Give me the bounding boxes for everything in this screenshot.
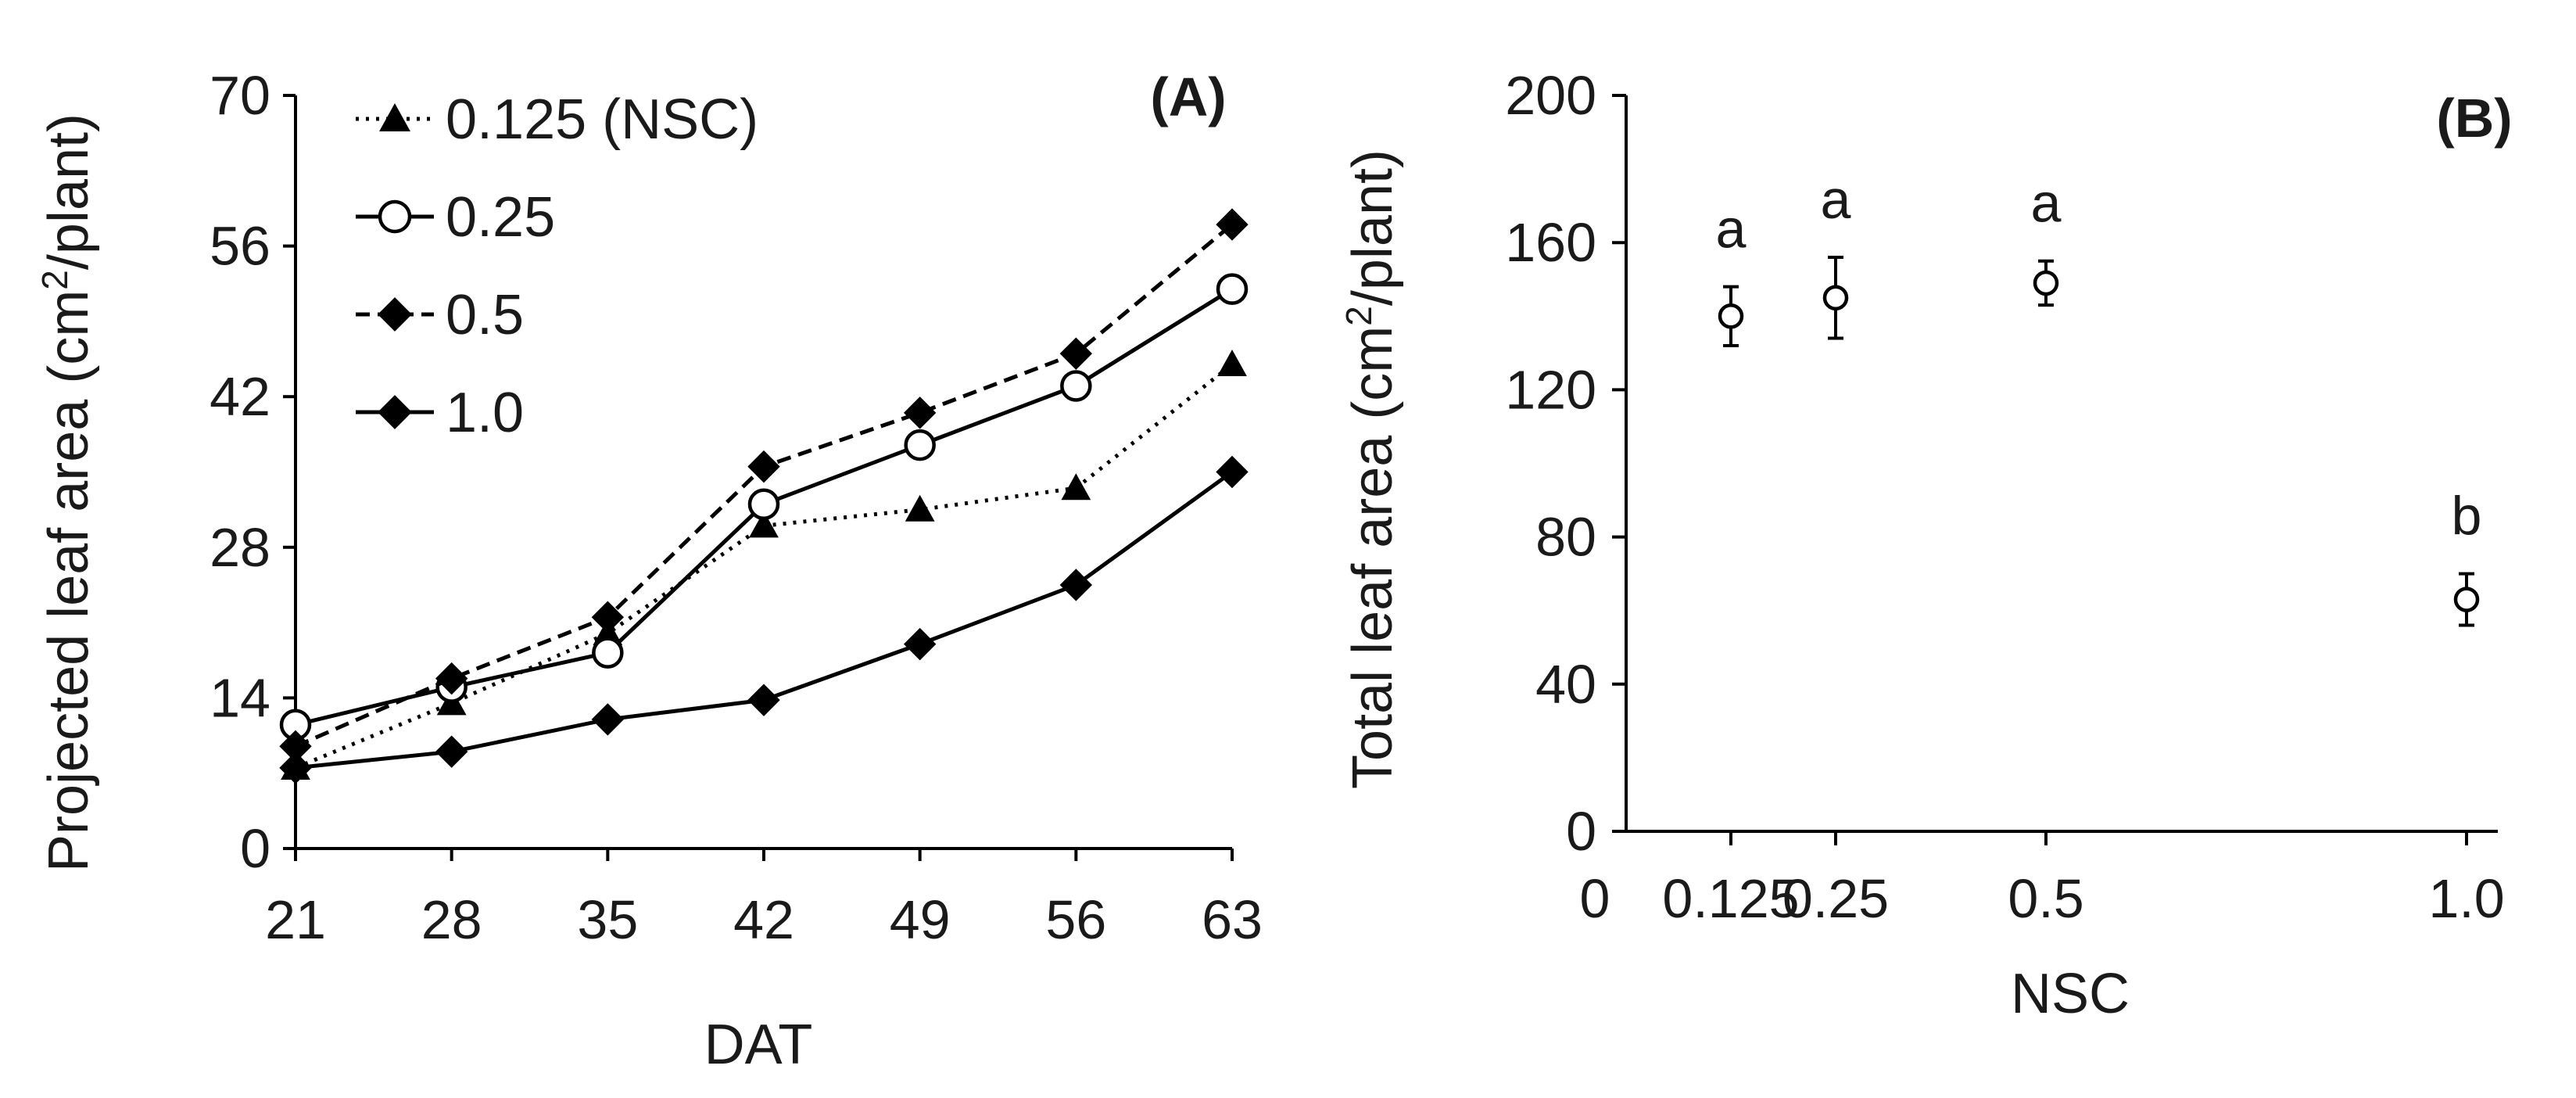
panel-b-significance-letter-3: b xyxy=(2452,486,2482,547)
panel-a-point-s1-3 xyxy=(747,488,780,521)
panel-b-significance-letter-1: a xyxy=(1821,169,1851,230)
panel-b-x-axis-title: NSC xyxy=(2011,963,2130,1025)
panel-a-point-s3-0 xyxy=(279,752,312,784)
panel-a-y-axis-title-main: Projected leaf area (cm xyxy=(38,290,100,872)
panel-b-significance-letter-0: a xyxy=(1716,199,1747,260)
panel-a-point-s3-5 xyxy=(1059,569,1093,601)
panel-b-y-tick-label: 40 xyxy=(1535,654,1596,715)
panel-a-point-s1-6 xyxy=(1216,273,1249,305)
panel-a-point-s3-1 xyxy=(435,735,468,768)
legend-label-2: 0.5 xyxy=(446,284,524,346)
panel-a-point-s1-2 xyxy=(592,637,624,669)
legend-marker-0 xyxy=(379,103,410,131)
panel-a-point-s2-4 xyxy=(903,396,937,429)
panel-a-point-s0-5 xyxy=(1061,473,1091,501)
panel-b-y-axis-title-superscript: 2 xyxy=(1338,306,1379,326)
panel-b-y-axis-title: Total leaf area (cm2/plant) xyxy=(1338,149,1404,789)
panel-a-x-tick-label: 28 xyxy=(421,889,482,950)
panel-b-y-tick-label: 120 xyxy=(1505,359,1596,420)
panel-a-point-s2-6 xyxy=(1216,208,1249,241)
panel-b-y-tick-label: 80 xyxy=(1535,507,1596,568)
panel-b-y-axis-title-tail: /plant) xyxy=(1342,149,1404,306)
panel-b-y-axis-title-main: Total leaf area (cm xyxy=(1342,326,1404,789)
panel-a-point-s1-5 xyxy=(1060,370,1092,402)
panel-b-y-tick-label: 160 xyxy=(1505,212,1596,273)
panel-a-point-s2-3 xyxy=(747,450,780,483)
panel-b-label: (B) xyxy=(2436,88,2512,149)
panel-b-x-tick-label: 0.5 xyxy=(2008,868,2083,929)
panel-b-point-2 xyxy=(2033,270,2059,296)
panel-a-point-s2-0 xyxy=(279,730,312,763)
panel-a-y-axis-title-tail: /plant) xyxy=(38,113,100,270)
panel-b-y-tick-label: 200 xyxy=(1505,65,1596,126)
panel-a-point-s3-4 xyxy=(903,627,937,661)
panel-a-point-s2-2 xyxy=(591,601,625,633)
panel-a-legend: 0.125 (NSC) 0.25 0.5 1.0 xyxy=(356,88,758,444)
panel-b-x-tick-label: 1.0 xyxy=(2428,868,2504,929)
legend-label-0: 0.125 (NSC) xyxy=(446,88,758,151)
panel-a-point-s3-3 xyxy=(747,684,780,716)
panel-a-point-s3-6 xyxy=(1216,455,1249,489)
panel-a-x-tick-label: 42 xyxy=(733,889,794,950)
legend-marker-1 xyxy=(378,199,412,234)
panel-a-y-tick-label: 28 xyxy=(210,517,270,578)
panel-a-point-s2-5 xyxy=(1059,337,1093,370)
panel-a-point-s0-4 xyxy=(905,494,935,522)
legend-marker-3 xyxy=(378,395,412,429)
panel-a-x-tick-label: 49 xyxy=(890,889,951,950)
panel-b-x-tick-label: 0.125 xyxy=(1662,868,1799,929)
panel-a-x-axis-title: DAT xyxy=(704,1014,813,1076)
panel-b: (B) NSC Total leaf area (cm2/plant) 0 0.1… xyxy=(1338,65,2513,1025)
panel-b-point-0 xyxy=(1718,303,1744,329)
panel-a-x-tick-label: 56 xyxy=(1045,889,1106,950)
panel-b-point-1 xyxy=(1822,285,1849,311)
panel-a-point-s2-1 xyxy=(435,662,468,695)
legend-label-1: 0.25 xyxy=(446,186,555,249)
panel-a-point-s3-2 xyxy=(591,703,625,736)
legend-label-3: 1.0 xyxy=(446,382,524,444)
panel-a-y-axis-title-superscript: 2 xyxy=(34,270,75,290)
panel-b-significance-letter-2: a xyxy=(2031,173,2062,234)
panel-a-y-tick-label: 56 xyxy=(210,216,270,277)
panel-b-x-tick-label: 0.25 xyxy=(1782,868,1889,929)
panel-a-y-tick-label: 70 xyxy=(210,65,270,126)
panel-a-y-tick-label: 14 xyxy=(210,667,270,728)
panel-a-y-tick-label: 42 xyxy=(210,366,270,427)
panel-b-x-tick-label: 0 xyxy=(1580,868,1610,929)
panel-a-y-axis-title: Projected leaf area (cm2/plant) xyxy=(34,113,100,872)
panel-a-point-s0-6 xyxy=(1217,350,1247,377)
panel-a-x-tick-label: 35 xyxy=(577,889,638,950)
panel-a: (A) DAT Projected leaf area (cm2/plant) … xyxy=(34,65,1263,1076)
legend-marker-2 xyxy=(378,297,412,332)
panel-a-series-line-2 xyxy=(295,223,1234,748)
panel-a-point-s1-4 xyxy=(904,429,936,461)
panel-a-x-tick-label: 21 xyxy=(265,889,326,950)
panel-a-y-tick-label: 0 xyxy=(240,818,270,879)
panel-a-x-tick-label: 63 xyxy=(1202,889,1263,950)
panel-b-point-3 xyxy=(2453,587,2480,612)
panel-a-label: (A) xyxy=(1150,66,1226,127)
panel-a-point-s0-3 xyxy=(749,511,779,538)
panel-b-y-tick-label: 0 xyxy=(1566,801,1596,862)
